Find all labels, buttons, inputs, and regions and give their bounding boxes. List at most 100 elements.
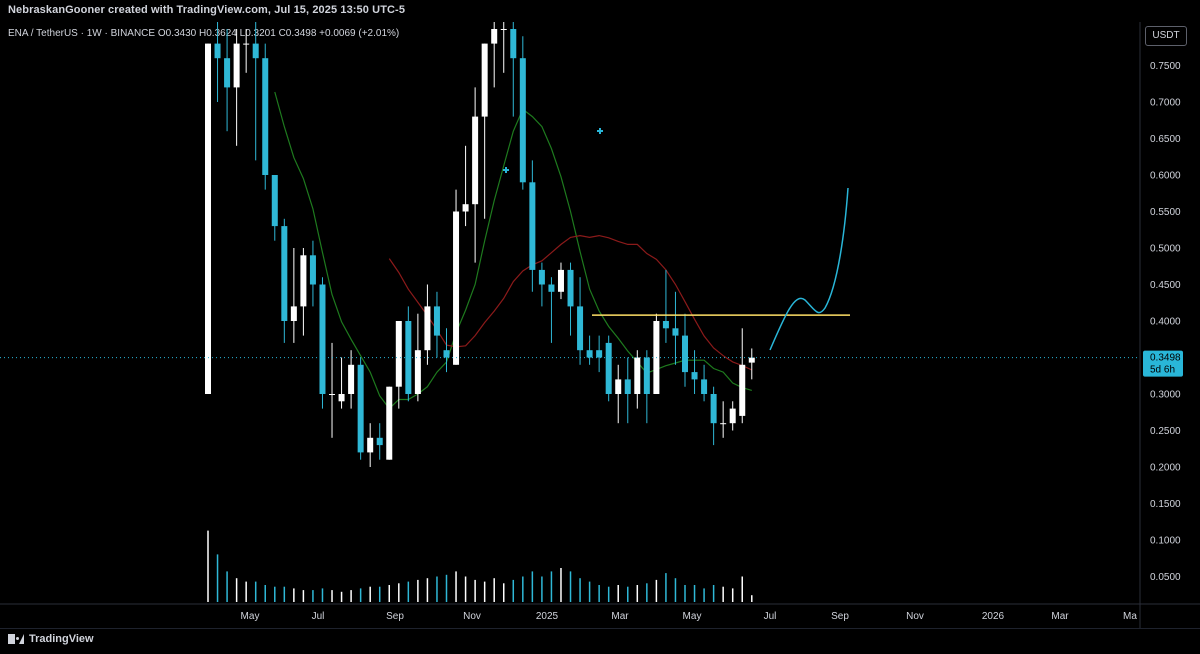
candle-body xyxy=(329,394,336,395)
volume-bar xyxy=(588,581,591,602)
candle-body xyxy=(691,372,698,380)
candle-body xyxy=(271,175,278,227)
candle-body xyxy=(338,394,345,402)
volume-bar xyxy=(302,590,305,602)
candle-body xyxy=(376,437,383,446)
candle-body xyxy=(281,226,288,321)
candle-body xyxy=(357,364,364,453)
plot-area xyxy=(205,22,850,602)
price-tick-label: 0.0500 xyxy=(1150,572,1181,583)
candle-body xyxy=(443,350,450,358)
time-tick-label: Jul xyxy=(312,611,325,622)
time-tick-label: Nov xyxy=(463,611,481,622)
ohlc-open-label: O xyxy=(157,28,166,39)
volume-bar xyxy=(741,576,743,602)
candle-body xyxy=(424,306,431,351)
time-tick-label: Sep xyxy=(831,611,849,622)
volume-bar xyxy=(235,578,238,602)
volume-bar xyxy=(340,591,343,602)
price-tick-label: 0.2500 xyxy=(1150,426,1181,437)
volume-bar xyxy=(283,586,286,602)
volume-bar xyxy=(531,571,534,602)
volume-bar xyxy=(493,578,495,602)
last-price-tag-bg xyxy=(1143,350,1183,377)
time-tick-label: May xyxy=(241,611,260,622)
volume-bar xyxy=(541,576,543,602)
candle-body xyxy=(252,43,259,59)
candle-body xyxy=(367,437,374,453)
volume-bar xyxy=(350,590,352,602)
volume-bar xyxy=(674,578,677,602)
candle-body xyxy=(529,182,536,270)
volume-bar xyxy=(398,583,400,602)
candle-body xyxy=(519,58,526,183)
candle-body xyxy=(491,29,498,44)
candle-body xyxy=(577,306,584,351)
volume-bar xyxy=(436,576,438,602)
tradingview-logo-text: TradingView xyxy=(29,633,94,645)
symbol-legend: ENA / TetherUS · 1W · BINANCE O0.3430 H0… xyxy=(8,28,399,39)
price-tick-label: 0.3000 xyxy=(1150,390,1181,401)
volume-bar xyxy=(502,583,505,602)
volume-bar xyxy=(455,571,457,602)
volume-bar xyxy=(445,574,448,602)
volume-bar xyxy=(607,586,610,602)
candle-body xyxy=(214,43,221,59)
candle-body xyxy=(710,394,717,424)
top-bar xyxy=(0,0,1200,22)
candle-body xyxy=(682,335,688,373)
ohlc-low-value: 0.3201 xyxy=(245,28,276,39)
candle-body xyxy=(643,357,650,394)
symbol-name[interactable]: ENA / TetherUS · 1W · BINANCE xyxy=(8,28,156,39)
candle-body xyxy=(433,306,440,336)
candle-body xyxy=(290,306,297,321)
candle-body xyxy=(319,284,326,394)
volume-bar xyxy=(378,586,381,602)
candle-body xyxy=(729,408,736,424)
volume-bar xyxy=(617,585,619,602)
volume-bar xyxy=(512,579,515,602)
ohlc-high-value: 0.3624 xyxy=(206,28,237,39)
candle-body xyxy=(395,321,402,387)
currency-button[interactable]: USDT xyxy=(1145,26,1187,46)
candle-body xyxy=(586,350,593,358)
volume-bar xyxy=(646,583,648,602)
volume-bar xyxy=(483,581,486,602)
candle-body xyxy=(557,269,564,292)
candle-body xyxy=(224,58,231,88)
moving-average-slow xyxy=(388,234,753,371)
candle-body xyxy=(472,116,479,205)
volume-bar xyxy=(274,586,276,602)
volume-bar xyxy=(569,571,572,602)
bottom-bar xyxy=(0,628,1200,654)
candle-body xyxy=(262,58,269,176)
volume-bar xyxy=(731,588,734,602)
price-tick-label: 0.4500 xyxy=(1150,280,1181,291)
tradingview-logo[interactable]: TradingView xyxy=(8,633,94,645)
last-price-countdown: 5d 6h xyxy=(1150,365,1175,376)
candle-body xyxy=(414,350,421,394)
volume-bar xyxy=(636,585,639,602)
candle-body xyxy=(720,423,727,425)
volume-bar xyxy=(226,571,228,602)
candle-body xyxy=(510,29,517,59)
cross-marker-icon xyxy=(597,128,603,134)
volume-bar xyxy=(331,590,333,602)
candle-body xyxy=(605,342,612,394)
candle-body xyxy=(538,269,545,285)
volume-bar xyxy=(417,579,419,602)
price-change: +0.0069 (+2.01%) xyxy=(319,28,400,39)
last-price-value: 0.3498 xyxy=(1150,353,1181,364)
price-tick-label: 0.5000 xyxy=(1150,244,1181,255)
price-tick-label: 0.6000 xyxy=(1150,171,1181,182)
time-tick-label: Sep xyxy=(386,611,404,622)
ohlc-high-label: H xyxy=(199,28,207,39)
volume-bar xyxy=(751,595,753,602)
projection-path xyxy=(769,187,849,351)
time-tick-label: Mar xyxy=(611,611,629,622)
candle-body xyxy=(309,255,316,285)
candle-body xyxy=(481,43,488,117)
ohlc-close-label: C xyxy=(278,28,286,39)
